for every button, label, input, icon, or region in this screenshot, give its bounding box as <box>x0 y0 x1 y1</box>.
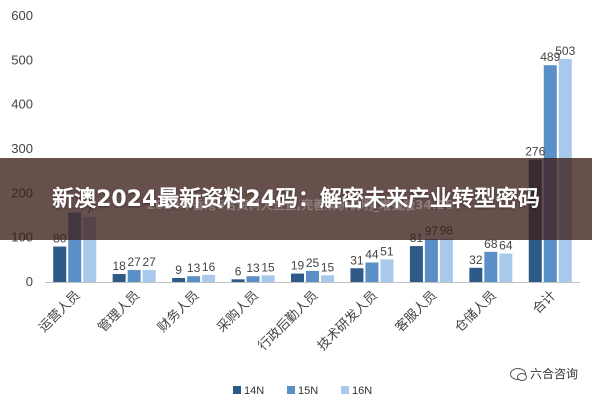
bar-14N <box>112 274 126 282</box>
bar-16N <box>261 275 275 282</box>
watermark-text: 六合咨询 <box>529 367 578 381</box>
y-tick-label: 0 <box>26 274 33 289</box>
data-label: 31 <box>350 253 364 267</box>
data-label: 19 <box>291 259 305 273</box>
bar-15N <box>424 238 438 282</box>
bar-14N <box>469 267 483 282</box>
banner-title[interactable]: 新澳2024最新资料24码：解密未来产业转型密码 <box>52 186 540 212</box>
data-label: 9 <box>175 263 182 277</box>
legend: 14N 15N 16N <box>233 385 372 397</box>
y-tick-label: 600 <box>11 8 33 23</box>
legend-swatch-16N <box>341 386 349 394</box>
headline-banner[interactable]: 新澳2024最新资料24码：解密未来产业转型密码 2024年香港6合资料大全查,… <box>0 158 592 240</box>
x-category-label: 管理人员 <box>96 288 143 335</box>
bar-16N <box>142 270 156 282</box>
data-label: 6 <box>235 264 242 278</box>
wechat-icon <box>509 367 527 381</box>
x-category-label: 合计 <box>530 288 559 317</box>
data-label: 32 <box>469 253 483 267</box>
bar-16N <box>439 238 453 282</box>
bar-15N <box>365 262 379 282</box>
data-label: 503 <box>555 44 575 58</box>
x-category-label: 行政后勤人员 <box>256 288 322 354</box>
data-label: 489 <box>540 50 560 64</box>
bar-14N <box>409 246 423 282</box>
y-axis: 0100200300400500600 <box>11 8 33 289</box>
bar-16N <box>499 253 513 282</box>
legend-label: 15N <box>298 385 318 397</box>
bar-15N <box>484 251 498 282</box>
data-label: 44 <box>365 247 379 261</box>
bar-16N <box>202 274 216 282</box>
x-category-label: 仓储人员 <box>452 288 499 335</box>
data-label: 25 <box>306 256 320 270</box>
data-label: 64 <box>499 239 513 253</box>
legend-label: 14N <box>244 385 264 397</box>
legend-label: 16N <box>352 385 372 397</box>
data-label: 18 <box>112 259 126 273</box>
bar-14N <box>231 279 245 282</box>
x-category-label: 财务人员 <box>154 288 202 336</box>
bar-14N <box>350 268 364 282</box>
bar-14N <box>172 278 186 282</box>
data-label: 276 <box>525 145 545 159</box>
data-label: 51 <box>380 244 394 258</box>
y-tick-label: 300 <box>11 141 33 156</box>
data-label: 15 <box>261 260 275 274</box>
data-label: 27 <box>142 255 156 269</box>
y-tick-label: 500 <box>11 52 33 67</box>
data-label: 27 <box>127 255 141 269</box>
data-label: 16 <box>202 260 216 274</box>
y-tick-label: 400 <box>11 97 33 112</box>
bar-16N <box>380 259 394 282</box>
bar-15N <box>187 276 201 282</box>
data-label: 68 <box>484 237 498 251</box>
watermark: 六合咨询 <box>509 365 578 382</box>
legend-swatch-14N <box>233 386 241 394</box>
bar-15N <box>246 276 260 282</box>
bar-16N <box>321 275 334 282</box>
legend-swatch-15N <box>287 386 295 394</box>
x-category-label: 运营人员 <box>36 288 83 335</box>
bar-14N <box>291 273 304 282</box>
x-category-label: 技术研发人员 <box>314 288 380 354</box>
bar-14N <box>53 246 67 282</box>
data-label: 15 <box>321 260 335 274</box>
bar-15N <box>306 270 319 282</box>
bar-15N <box>127 270 141 282</box>
x-category-label: 采购人员 <box>214 288 262 336</box>
data-label: 13 <box>187 261 201 275</box>
data-label: 13 <box>246 261 260 275</box>
x-category-label: 客服人员 <box>392 288 440 336</box>
